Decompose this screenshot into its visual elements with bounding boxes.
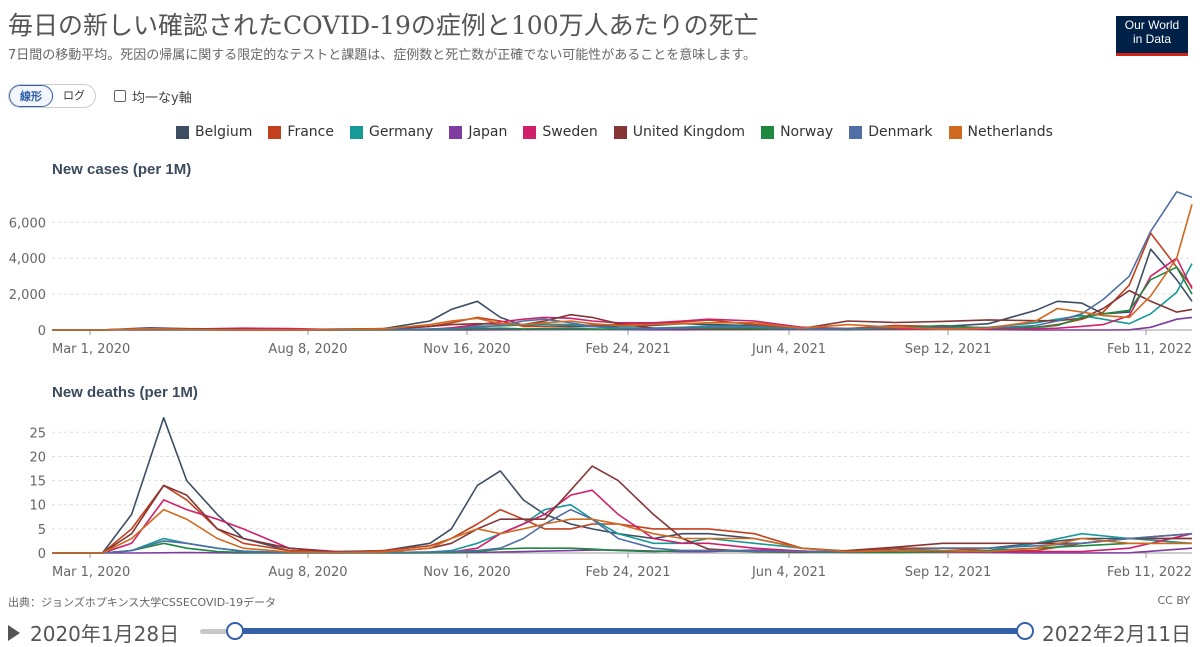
y-tick-label: 4,000 — [9, 252, 46, 267]
legend: Belgium France Germany Japan Sweden United Ki… — [176, 124, 1069, 140]
y-tick-label: 2,000 — [9, 288, 46, 303]
x-tick-label: Jun 4, 2021 — [751, 342, 826, 357]
chart-panel-cases: New cases (per 1M) 0 2,000 4,000 6,000 Mar 1,… — [9, 161, 1193, 357]
legend-swatch — [761, 125, 775, 139]
scale-toggle: 線形 ログ — [8, 84, 96, 108]
x-tick-label: Feb 11, 2022 — [1107, 565, 1192, 580]
source-note: 出典：ジョンズホプキンス大学CSSECOVID-19データ — [8, 596, 277, 609]
y-tick-label: 25 — [29, 426, 46, 441]
x-tick-label: Nov 16, 2020 — [423, 342, 510, 357]
series-line-netherlands[interactable] — [51, 204, 1193, 331]
legend-label: United Kingdom — [632, 124, 746, 140]
legend-item-france[interactable]: France — [268, 124, 334, 140]
timeline-start-label: 2020年1月28日 — [30, 622, 180, 646]
series-line-denmark[interactable] — [51, 191, 1193, 331]
legend-swatch — [176, 125, 189, 139]
timeline-end-handle[interactable] — [1016, 622, 1034, 640]
panel-title: New cases (per 1M) — [52, 161, 191, 178]
legend-label: Japan — [468, 124, 508, 140]
checkbox-icon — [114, 90, 126, 102]
y-tick-label: 0 — [38, 324, 46, 339]
y-tick-label: 20 — [29, 450, 46, 465]
x-tick-label: Jun 4, 2021 — [751, 565, 826, 580]
legend-swatch — [849, 125, 863, 139]
charts-area: New cases (per 1M) 0 2,000 4,000 6,000 Mar 1,… — [9, 161, 1193, 580]
chart-panel-deaths: New deaths (per 1M) 0 5 10 15 20 25 Mar 1, 2020… — [29, 384, 1193, 580]
timeline-selected-range — [235, 628, 1025, 634]
legend-item-united-kingdom[interactable]: United Kingdom — [613, 124, 746, 140]
legend-label: Belgium — [195, 124, 253, 140]
series-line-france[interactable] — [51, 232, 1193, 331]
timeline-end-label: 2022年2月11日 — [1042, 622, 1192, 646]
y-tick-label: 6,000 — [9, 216, 46, 231]
y-tick-label: 5 — [38, 523, 46, 538]
x-tick-label: Mar 1, 2020 — [52, 342, 130, 357]
uniform-axis-checkbox[interactable]: 均一なy軸 — [114, 87, 192, 106]
legend-swatch — [268, 125, 282, 139]
x-tick-label: Nov 16, 2020 — [423, 565, 510, 580]
legend-item-belgium[interactable]: Belgium — [176, 124, 252, 140]
x-tick-label: Feb 24, 2021 — [585, 565, 670, 580]
logo-line1: Our World — [1124, 18, 1180, 32]
series-line-united-kingdom[interactable] — [52, 465, 1192, 554]
legend-label: Sweden — [542, 124, 598, 140]
linear-scale-button[interactable]: 線形 — [9, 85, 53, 107]
series-line-denmark[interactable] — [52, 508, 1193, 554]
legend-item-sweden[interactable]: Sweden — [523, 124, 598, 140]
legend-label: Germany — [368, 124, 434, 140]
timeline-start-handle[interactable] — [226, 622, 244, 640]
logo-line2: in Data — [1132, 32, 1172, 46]
x-tick-label: Aug 8, 2020 — [268, 565, 347, 580]
y-tick-label: 15 — [29, 475, 46, 490]
uniform-axis-label: 均一なy軸 — [132, 90, 192, 106]
series-line-netherlands[interactable] — [52, 508, 1192, 554]
legend-swatch — [349, 125, 363, 139]
legend-swatch — [613, 125, 627, 139]
owid-logo[interactable]: Our World in Data — [1116, 16, 1188, 56]
legend-item-netherlands[interactable]: Netherlands — [948, 124, 1053, 140]
y-tick-label: 0 — [38, 547, 46, 562]
panel-title: New deaths (per 1M) — [52, 384, 198, 401]
legend-swatch — [449, 125, 463, 139]
series-line-belgium[interactable] — [51, 248, 1193, 331]
legend-label: Netherlands — [967, 124, 1053, 140]
x-tick-label: Aug 8, 2020 — [268, 342, 347, 357]
x-tick-label: Mar 1, 2020 — [52, 565, 130, 580]
legend-item-japan[interactable]: Japan — [449, 124, 507, 140]
play-icon[interactable] — [8, 625, 20, 641]
legend-item-norway[interactable]: Norway — [761, 124, 833, 140]
x-tick-label: Sep 12, 2021 — [905, 342, 992, 357]
x-tick-label: Feb 11, 2022 — [1107, 342, 1192, 357]
y-tick-label: 10 — [29, 499, 46, 514]
chart-title: 毎日の新しい確認されたCOVID-19の症例と100万人あたりの死亡 — [8, 11, 759, 40]
legend-item-germany[interactable]: Germany — [349, 124, 434, 140]
legend-label: Norway — [780, 124, 834, 140]
scale-controls: 線形 ログ 均一なy軸 — [8, 84, 192, 108]
legend-label: Denmark — [868, 124, 933, 140]
legend-swatch — [523, 125, 537, 139]
series-line-norway[interactable] — [52, 542, 1192, 554]
log-scale-button[interactable]: ログ — [63, 89, 85, 102]
legend-item-denmark[interactable]: Denmark — [849, 124, 933, 140]
chart-subtitle: 7日間の移動平均。死因の帰属に関する限定的なテストと課題は、症例数と死亡数が正確… — [8, 48, 756, 63]
x-tick-label: Sep 12, 2021 — [905, 565, 992, 580]
legend-swatch — [948, 125, 962, 139]
x-tick-label: Feb 24, 2021 — [585, 342, 670, 357]
license-link[interactable]: CC BY — [1157, 594, 1190, 607]
legend-label: France — [287, 124, 334, 140]
